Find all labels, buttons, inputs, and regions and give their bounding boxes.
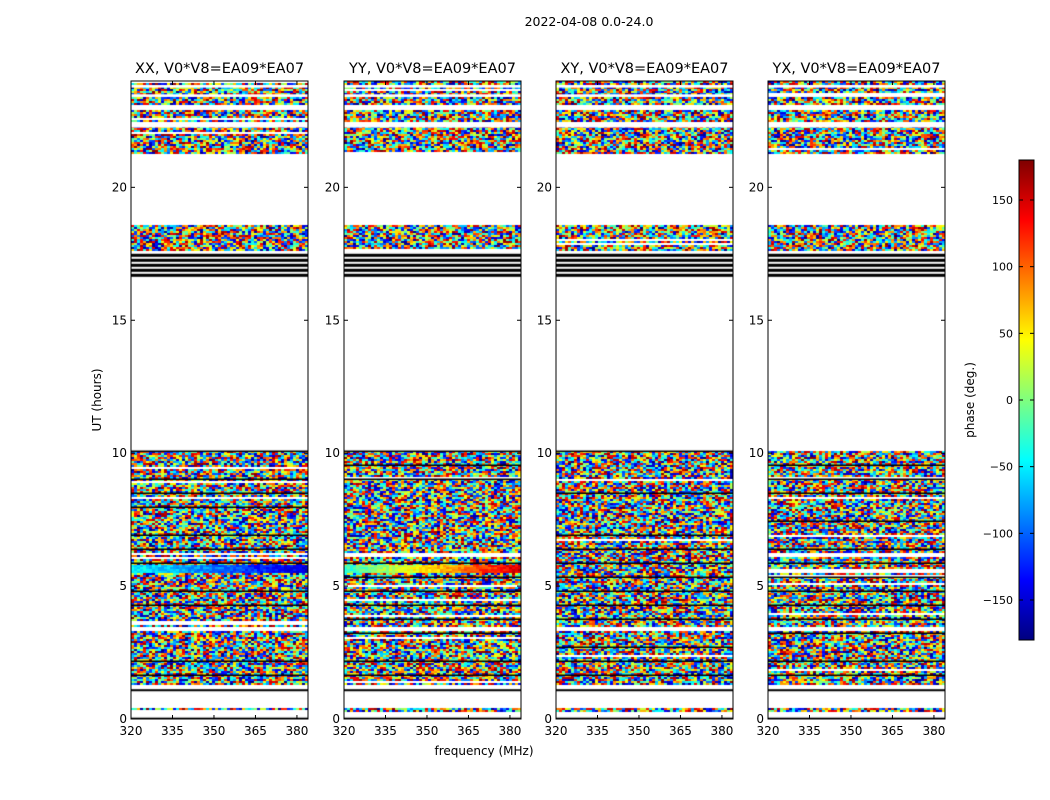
colorbar-tick-label: −150 xyxy=(983,594,1013,607)
y-tick-label: 10 xyxy=(749,446,764,460)
panels: XX, V0*V8=EA09*EA07 320 335 350 365 380 0 5 10 15… xyxy=(112,61,946,738)
y-tick-label: 10 xyxy=(325,446,340,460)
y-tick-label: 15 xyxy=(112,313,127,327)
x-tick-label: 320 xyxy=(757,724,780,738)
panel-title: YX, V0*V8=EA09*EA07 xyxy=(771,61,940,77)
y-tick-label: 20 xyxy=(112,180,127,194)
y-tick-label: 0 xyxy=(119,712,127,726)
x-tick-label: 365 xyxy=(881,724,904,738)
colorbar-tick-label: −50 xyxy=(990,461,1013,474)
y-tick-label: 0 xyxy=(756,712,764,726)
panel-yx: YX, V0*V8=EA09*EA07 320 335 350 365 380 0 5 10 15… xyxy=(749,61,946,738)
panel-title: YY, V0*V8=EA09*EA07 xyxy=(348,61,516,77)
axes-frame xyxy=(555,80,734,720)
axes-frame xyxy=(130,80,309,720)
axes-frame xyxy=(343,80,522,720)
colorbar-label: phase (deg.) xyxy=(963,362,977,438)
x-tick-label: 350 xyxy=(840,724,863,738)
heatmap-cells xyxy=(344,81,521,719)
x-tick-label: 335 xyxy=(586,724,609,738)
colorbar-tick-label: 50 xyxy=(999,327,1013,340)
y-tick-label: 10 xyxy=(112,446,127,460)
y-axis-label: UT (hours) xyxy=(90,368,104,431)
y-tick-label: 0 xyxy=(544,712,552,726)
x-tick-label: 350 xyxy=(416,724,439,738)
x-tick-label: 320 xyxy=(545,724,568,738)
x-tick-label: 320 xyxy=(333,724,356,738)
heatmap-cells xyxy=(556,81,733,719)
x-tick-label: 380 xyxy=(922,724,945,738)
y-tick-label: 0 xyxy=(332,712,340,726)
y-tick-label: 15 xyxy=(537,313,552,327)
x-tick-label: 380 xyxy=(498,724,521,738)
y-tick-label: 20 xyxy=(749,180,764,194)
x-tick-label: 350 xyxy=(628,724,651,738)
colorbar: 150 100 50 0 −50 −100 −150 xyxy=(983,159,1035,641)
panel-xy: XY, V0*V8=EA09*EA07 320 335 350 365 380 0 5 10 15… xyxy=(537,61,734,738)
x-tick-label: 380 xyxy=(710,724,733,738)
figure-title: 2022-04-08 0.0-24.0 xyxy=(525,14,654,29)
x-tick-label: 335 xyxy=(798,724,821,738)
x-tick-label: 365 xyxy=(244,724,267,738)
y-tick-label: 15 xyxy=(325,313,340,327)
y-tick-label: 20 xyxy=(537,180,552,194)
x-axis-label: frequency (MHz) xyxy=(434,744,533,758)
colorbar-tick-label: 150 xyxy=(992,194,1013,207)
y-tick-label: 5 xyxy=(544,579,552,593)
x-tick-label: 335 xyxy=(161,724,184,738)
y-tick-label: 10 xyxy=(537,446,552,460)
panel-yy: YY, V0*V8=EA09*EA07 320 335 350 365 380 0 5 10 15… xyxy=(325,61,522,738)
panel-xx: XX, V0*V8=EA09*EA07 320 335 350 365 380 0 5 10 15… xyxy=(112,61,309,738)
y-tick-label: 20 xyxy=(325,180,340,194)
y-tick-label: 5 xyxy=(756,579,764,593)
x-tick-label: 365 xyxy=(457,724,480,738)
colorbar-tick-label: 0 xyxy=(1006,394,1013,407)
panel-title: XY, V0*V8=EA09*EA07 xyxy=(560,61,728,77)
x-tick-label: 380 xyxy=(285,724,308,738)
colorbar-tick-label: 100 xyxy=(992,261,1013,274)
y-tick-label: 5 xyxy=(119,579,127,593)
colorbar-tick-label: −100 xyxy=(983,527,1013,540)
x-tick-label: 320 xyxy=(120,724,143,738)
panel-title: XX, V0*V8=EA09*EA07 xyxy=(135,61,304,77)
x-tick-label: 335 xyxy=(374,724,397,738)
x-tick-label: 350 xyxy=(203,724,226,738)
heatmap-cells xyxy=(131,81,308,719)
y-tick-label: 15 xyxy=(749,313,764,327)
axes-frame xyxy=(767,80,946,720)
heatmap-cells xyxy=(768,81,945,719)
y-tick-label: 5 xyxy=(332,579,340,593)
x-tick-label: 365 xyxy=(669,724,692,738)
